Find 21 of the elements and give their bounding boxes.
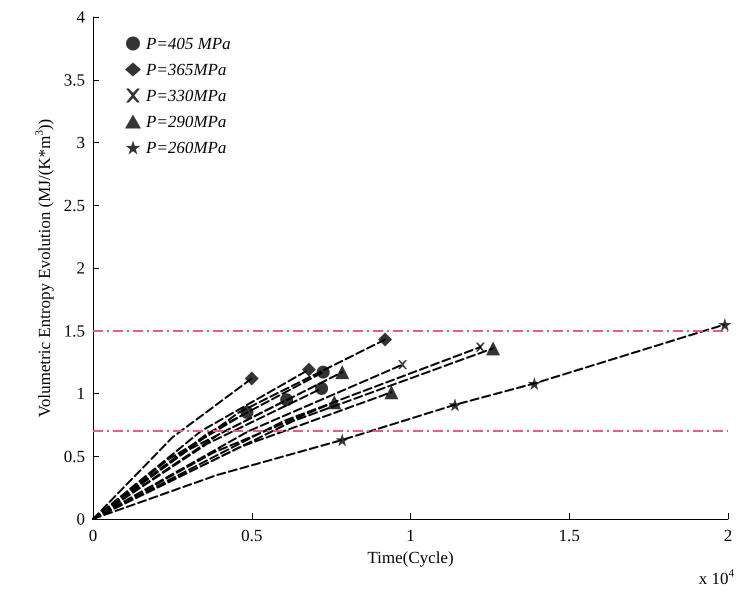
legend-label: P=260MPa — [145, 138, 226, 157]
y-tick-label: 3.5 — [64, 70, 85, 90]
x-tick-label: 0 — [88, 526, 98, 545]
x-tick-label: 1 — [406, 526, 415, 545]
x-axis-title: Time(Cycle) — [367, 548, 454, 567]
legend-label: P=290MPa — [145, 112, 226, 131]
x-tick-label: 1.5 — [558, 526, 580, 545]
y-tick-label: 4 — [76, 8, 86, 26]
y-tick-label: 1.5 — [64, 321, 85, 340]
x-tick-label: 2 — [724, 526, 732, 545]
legend-label: P=365MPa — [145, 60, 226, 79]
legend-label: P=405 MPa — [145, 34, 231, 53]
y-tick-label: 0.5 — [64, 446, 85, 466]
y-tick-label: 2.5 — [64, 196, 85, 215]
y-tick-label: 0 — [76, 510, 85, 528]
y-axis-title: Volumetric Entropy Evolution (MJ/(K*m3)) — [33, 118, 54, 418]
y-tick-label: 2 — [76, 258, 85, 278]
legend-label: P=330MPa — [145, 86, 226, 105]
y-tick-label: 1 — [76, 384, 85, 403]
y-tick-label: 3 — [76, 133, 85, 152]
x-tick-label: 0.5 — [241, 526, 262, 545]
